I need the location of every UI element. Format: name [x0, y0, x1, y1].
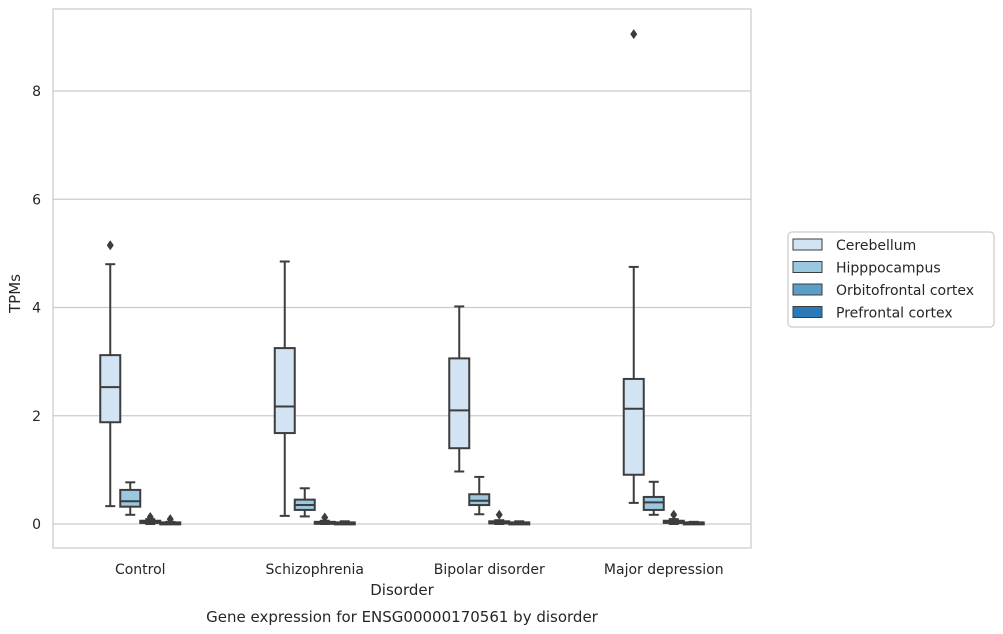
legend-swatch — [792, 306, 823, 318]
y-tick-label: 8 — [32, 84, 41, 100]
box-hipppocampus — [119, 481, 142, 516]
legend-item: Hipppocampus — [792, 261, 941, 277]
plot-frame — [52, 8, 752, 549]
legend-frame — [787, 231, 995, 328]
x-tick-label: Bipolar disorder — [434, 562, 545, 578]
box-cerebellum — [622, 29, 645, 504]
outlier-point — [495, 509, 503, 520]
box-prefrontal-cortex — [682, 520, 705, 526]
x-tick-label: Major depression — [604, 562, 724, 578]
legend-item: Orbitofrontal cortex — [792, 283, 974, 299]
outlier-point — [146, 511, 154, 522]
legend-item: Prefrontal cortex — [792, 306, 953, 322]
legend-label: Cerebellum — [836, 238, 916, 254]
legend-label: Orbitofrontal cortex — [836, 283, 974, 299]
box-cerebellum — [448, 305, 471, 473]
box-series — [99, 29, 705, 526]
box-iqr — [273, 347, 296, 435]
box-prefrontal-cortex — [333, 520, 356, 526]
legend-label: Hipppocampus — [836, 261, 941, 277]
box-hipppocampus — [642, 480, 665, 516]
x-tick-label: Control — [115, 562, 166, 578]
box-prefrontal-cortex — [508, 520, 531, 526]
box-orbitofrontal-cortex — [488, 509, 511, 525]
grid-lines — [53, 90, 751, 525]
legend-item: Cerebellum — [792, 238, 916, 254]
legend-swatch — [792, 238, 823, 251]
y-tick-label: 2 — [32, 409, 41, 425]
legend-swatch — [792, 283, 823, 296]
y-tick-label: 6 — [32, 192, 41, 208]
outlier-point — [166, 514, 174, 525]
box-iqr — [642, 495, 665, 511]
box-hipppocampus — [293, 487, 316, 518]
box-iqr — [622, 377, 645, 476]
y-tick-label: 4 — [32, 301, 41, 317]
x-tick-label: Schizophrenia — [266, 562, 364, 578]
chart-caption: Gene expression for ENSG00000170561 by d… — [206, 608, 599, 626]
legend-swatch — [792, 261, 823, 273]
y-axis-title: TPMs — [6, 274, 24, 314]
x-axis-ticks: Control Schizophrenia Bipolar disorder Majo… — [115, 562, 724, 578]
x-axis-title: Disorder — [370, 581, 434, 599]
box-iqr — [99, 354, 122, 424]
box-hipppocampus — [468, 475, 491, 516]
box-iqr — [448, 357, 471, 450]
box-iqr — [119, 488, 142, 508]
box-orbitofrontal-cortex — [662, 509, 685, 525]
box-iqr — [468, 493, 491, 507]
box-cerebellum — [273, 260, 296, 517]
legend-label: Prefrontal cortex — [836, 306, 953, 322]
y-axis-ticks: 0 2 4 6 8 — [32, 84, 41, 533]
outlier-point — [106, 240, 114, 251]
legend: Cerebellum Hipppocampus Orbitofrontal cort… — [787, 231, 995, 328]
outlier-point — [321, 512, 329, 523]
outlier-point — [630, 29, 638, 40]
outlier-point — [670, 509, 678, 520]
box-prefrontal-cortex — [159, 514, 182, 526]
box-orbitofrontal-cortex — [139, 511, 162, 525]
y-tick-label: 0 — [32, 517, 41, 533]
box-orbitofrontal-cortex — [313, 512, 336, 525]
box-cerebellum — [99, 240, 122, 508]
